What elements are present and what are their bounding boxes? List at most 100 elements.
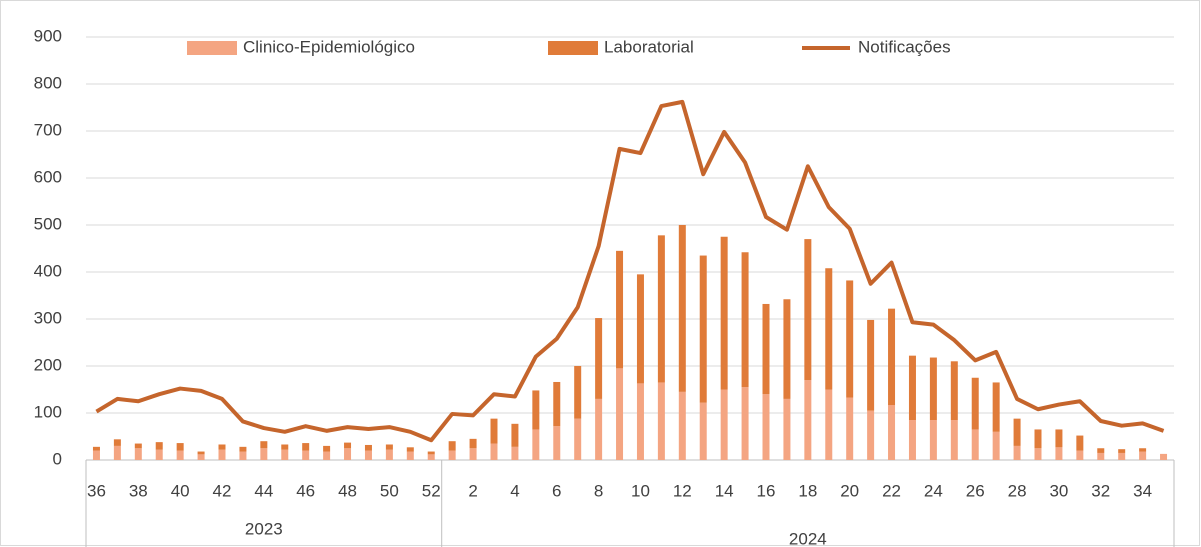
bar <box>636 383 644 460</box>
bar <box>783 398 791 460</box>
bar <box>364 450 372 460</box>
y-tick-label: 100 <box>34 402 62 421</box>
bar <box>699 255 707 403</box>
x-tick-label: 40 <box>171 481 190 500</box>
bar <box>657 382 665 460</box>
x-tick-label: 2 <box>468 481 477 500</box>
bar <box>720 389 728 460</box>
x-tick-label: 18 <box>798 481 817 500</box>
y-tick-label: 0 <box>53 449 62 468</box>
bar <box>323 445 331 452</box>
bar <box>908 355 916 421</box>
bar <box>595 398 603 460</box>
x-tick-label: 46 <box>296 481 315 500</box>
x-tick-label: 52 <box>422 481 441 500</box>
legend-label: Laboratorial <box>604 37 694 56</box>
bar <box>741 252 749 388</box>
bar <box>804 239 812 381</box>
bar <box>657 235 665 383</box>
bar <box>574 366 582 419</box>
bar <box>867 410 875 460</box>
bar <box>825 389 833 460</box>
x-tick-label: 38 <box>129 481 148 500</box>
x-tick-label: 22 <box>882 481 901 500</box>
bar <box>908 420 916 460</box>
legend-swatch <box>187 41 237 55</box>
bar <box>511 423 519 447</box>
bar <box>1139 451 1147 460</box>
x-tick-label: 34 <box>1133 481 1152 500</box>
bar <box>218 444 226 450</box>
x-tick-label: 6 <box>552 481 561 500</box>
bar <box>992 431 1000 460</box>
bar <box>302 443 310 451</box>
x-tick-label: 26 <box>966 481 985 500</box>
bar <box>364 444 372 451</box>
bar <box>344 448 352 460</box>
bar <box>197 454 205 460</box>
bar <box>155 449 163 460</box>
bar <box>1013 418 1021 446</box>
bar <box>155 442 163 450</box>
bar <box>239 446 247 452</box>
bar <box>1139 448 1147 452</box>
bar <box>1076 450 1084 460</box>
line <box>95 99 1165 443</box>
bar <box>427 454 435 460</box>
x-tick-label: 16 <box>757 481 776 500</box>
bar <box>846 280 854 398</box>
bar <box>678 225 686 392</box>
y-tick-label: 900 <box>34 26 62 45</box>
x-tick-label: 42 <box>213 481 232 500</box>
bar <box>323 451 331 460</box>
bar <box>950 420 958 460</box>
bar <box>113 439 121 446</box>
bar <box>804 380 812 460</box>
bar <box>699 402 707 460</box>
bar <box>1118 449 1126 453</box>
bar <box>1097 452 1105 460</box>
x-tick-label: 30 <box>1049 481 1068 500</box>
bar <box>929 357 937 421</box>
x-tick-label: 36 <box>87 481 106 500</box>
bar <box>448 450 456 460</box>
y-tick-label: 300 <box>34 308 62 327</box>
bar <box>134 448 142 460</box>
bar <box>616 250 624 369</box>
bar <box>532 429 540 460</box>
bar <box>427 451 435 455</box>
bar <box>281 444 289 450</box>
bar <box>511 446 519 460</box>
x-tick-label: 44 <box>254 481 273 500</box>
group-label: 2024 <box>789 529 827 547</box>
bar <box>553 381 561 427</box>
bar <box>636 274 644 384</box>
bar <box>595 318 603 399</box>
bar <box>260 441 268 449</box>
bar <box>1013 445 1021 460</box>
bar <box>888 308 896 406</box>
x-tick-label: 20 <box>840 481 859 500</box>
x-tick-label: 48 <box>338 481 357 500</box>
bar <box>867 319 875 411</box>
bar <box>92 450 100 460</box>
bar <box>574 418 582 460</box>
bar <box>134 443 142 449</box>
bar <box>1076 435 1084 451</box>
bar <box>406 451 414 460</box>
x-tick-label: 4 <box>510 481 519 500</box>
x-tick-label: 28 <box>1008 481 1027 500</box>
bar <box>113 445 121 460</box>
bar <box>825 268 833 390</box>
x-tick-label: 24 <box>924 481 943 500</box>
bar <box>344 442 352 449</box>
bar <box>783 299 791 399</box>
bar <box>888 405 896 460</box>
x-tick-label: 8 <box>594 481 603 500</box>
bar <box>950 361 958 421</box>
bar <box>720 236 728 390</box>
bar <box>532 390 540 430</box>
x-tick-label: 12 <box>673 481 692 500</box>
